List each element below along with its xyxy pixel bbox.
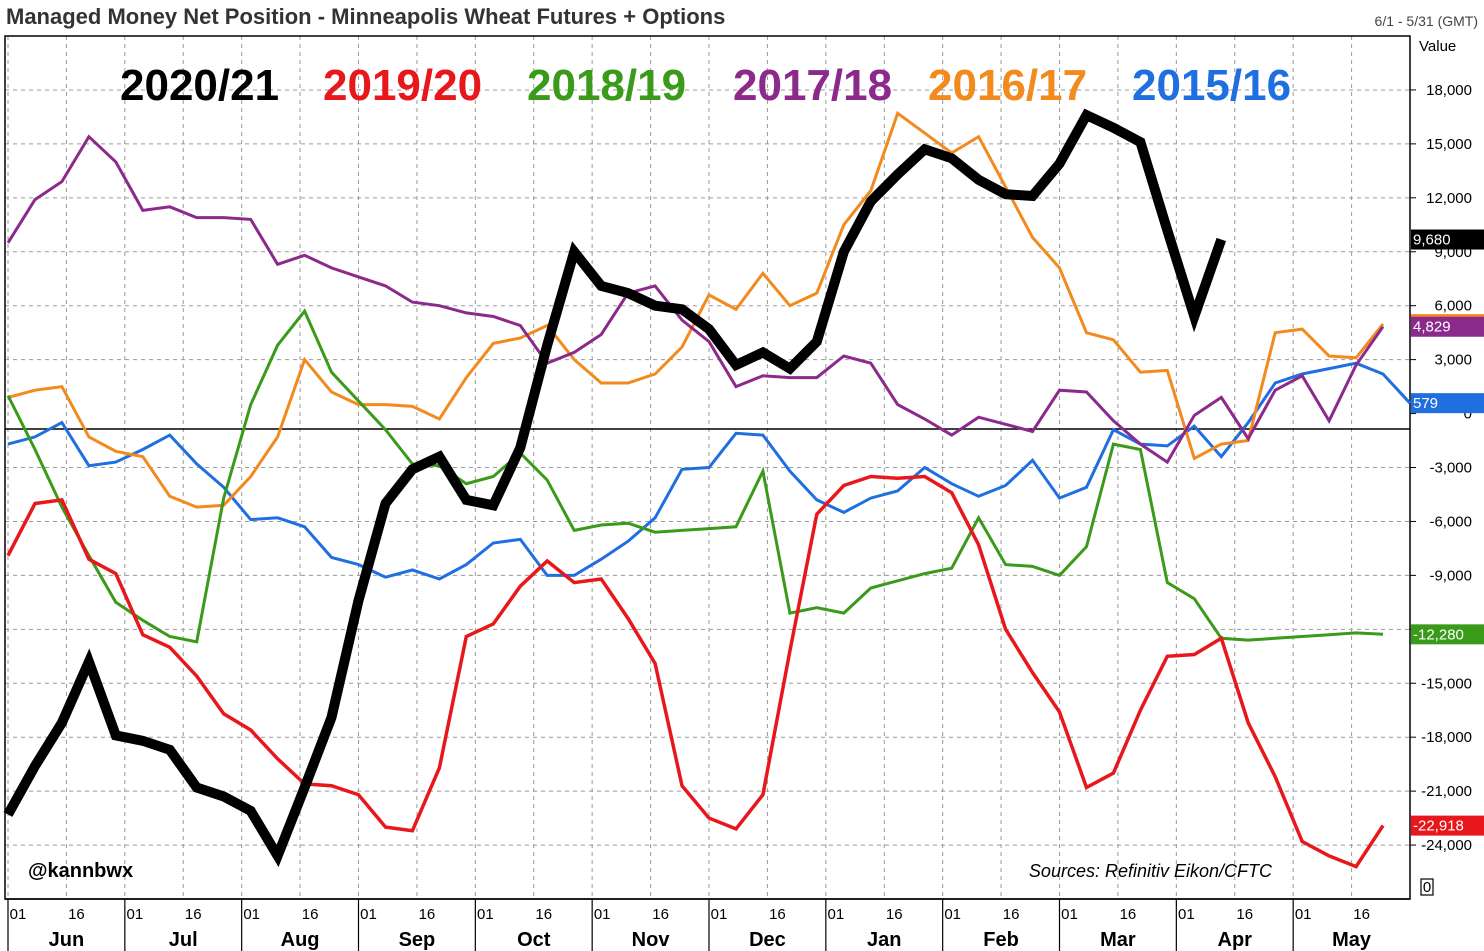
y-tick-label: 6,000 bbox=[1434, 298, 1472, 315]
x-day-label: 01 bbox=[594, 906, 611, 923]
zero-box bbox=[1420, 878, 1434, 896]
x-day-label: 16 bbox=[1003, 906, 1020, 923]
x-day-label: 16 bbox=[1236, 906, 1253, 923]
legend-item-2020-21: 2020/21 bbox=[120, 61, 279, 110]
x-day-label: 16 bbox=[1120, 906, 1137, 923]
y-axis: 18,00015,00012,0009,0006,0003,0000-3,000… bbox=[1410, 82, 1472, 854]
x-month-label: Jun bbox=[49, 929, 85, 951]
y-tick-label: 3,000 bbox=[1434, 352, 1472, 369]
x-day-label: 01 bbox=[711, 906, 728, 923]
y-tick-label: 12,000 bbox=[1426, 190, 1472, 207]
x-day-label: 16 bbox=[302, 906, 319, 923]
x-month-label: Mar bbox=[1100, 929, 1136, 951]
x-axis: 01 16 Jun 01 16 Jul 01 16 Aug 01 16 Sep 01 16 Oct 01 16 N… bbox=[5, 898, 1410, 951]
series-line-2020-21 bbox=[3, 108, 1227, 868]
y-tick-label: -18,000 bbox=[1421, 729, 1472, 746]
legend-item-2015-16: 2015/16 bbox=[1132, 61, 1291, 110]
series-lines bbox=[3, 108, 1412, 869]
badge-bg bbox=[1411, 316, 1484, 337]
x-day-label: 01 bbox=[477, 906, 494, 923]
last-value-badge: -22,918 bbox=[1411, 815, 1484, 836]
x-day-label: 16 bbox=[1353, 906, 1370, 923]
series-line-2018-19 bbox=[6, 308, 1384, 644]
x-day-label: 01 bbox=[944, 906, 961, 923]
badge-label: 9,680 bbox=[1413, 232, 1451, 249]
x-month-label: Oct bbox=[517, 929, 551, 951]
x-day-label: 01 bbox=[243, 906, 260, 923]
last-value-badge: 9,680 bbox=[1411, 229, 1484, 250]
x-day-label: 01 bbox=[1178, 906, 1195, 923]
grid bbox=[5, 36, 1410, 899]
last-value-badge: 4,829 bbox=[1411, 316, 1484, 337]
legend-item-2018-19: 2018/19 bbox=[527, 61, 686, 110]
x-day-label: 16 bbox=[652, 906, 669, 923]
x-day-label: 16 bbox=[769, 906, 786, 923]
x-month-label: Sep bbox=[399, 929, 436, 951]
x-day-label: 16 bbox=[68, 906, 85, 923]
source-note: Sources: Refinitiv Eikon/CFTC bbox=[1029, 861, 1273, 881]
x-day-label: 16 bbox=[886, 906, 903, 923]
badge-bg bbox=[1411, 393, 1484, 414]
badge-label: -12,280 bbox=[1413, 626, 1464, 643]
x-month-label: Nov bbox=[632, 929, 671, 951]
last-value-badge: 579 bbox=[1411, 393, 1484, 414]
value-axis-label: Value bbox=[1419, 38, 1456, 55]
badge-label: -22,918 bbox=[1413, 818, 1464, 835]
x-month-label: Apr bbox=[1218, 929, 1253, 951]
x-month-label: Aug bbox=[281, 929, 320, 951]
badge-bg bbox=[1411, 815, 1484, 836]
x-day-label: 01 bbox=[1061, 906, 1078, 923]
last-value-badge: -12,280 bbox=[1411, 624, 1484, 645]
y-tick-label: -6,000 bbox=[1429, 513, 1472, 530]
y-tick-label: -3,000 bbox=[1429, 460, 1472, 477]
legend: 2020/21 2019/20 2018/19 2017/18 2016/17 2015/… bbox=[120, 61, 1291, 110]
x-day-label: 16 bbox=[535, 906, 552, 923]
x-day-label: 01 bbox=[1295, 906, 1312, 923]
y-tick-label: -21,000 bbox=[1421, 783, 1472, 800]
series-line-2017-18 bbox=[6, 134, 1385, 465]
x-day-label: 01 bbox=[360, 906, 377, 923]
zero-box-label: 0 bbox=[1423, 879, 1431, 896]
series-line-2015-16 bbox=[7, 361, 1412, 581]
x-month-label: Jan bbox=[867, 929, 901, 951]
x-day-label: 01 bbox=[827, 906, 844, 923]
y-tick-label: -24,000 bbox=[1421, 837, 1472, 854]
x-month-label: May bbox=[1332, 929, 1372, 951]
x-day-label: 16 bbox=[419, 906, 436, 923]
badge-label: 579 bbox=[1413, 395, 1438, 412]
author-handle: @kannbwx bbox=[28, 860, 133, 882]
badge-bg bbox=[1411, 229, 1484, 250]
y-tick-label: -15,000 bbox=[1421, 675, 1472, 692]
x-month-label: Dec bbox=[749, 929, 786, 951]
y-tick-label: -9,000 bbox=[1429, 567, 1472, 584]
chart-title: Managed Money Net Position - Minneapolis… bbox=[6, 4, 725, 29]
y-tick-label: 18,000 bbox=[1426, 82, 1472, 99]
y-tick-label: 15,000 bbox=[1426, 136, 1472, 153]
badge-bg bbox=[1411, 624, 1484, 645]
x-month-label: Feb bbox=[983, 929, 1019, 951]
legend-item-2019-20: 2019/20 bbox=[323, 61, 482, 110]
x-day-label: 01 bbox=[126, 906, 143, 923]
legend-item-2017-18: 2017/18 bbox=[733, 61, 892, 110]
y-tick-label: 0 bbox=[1464, 406, 1472, 423]
x-day-label: 01 bbox=[10, 906, 27, 923]
x-month-label: Jul bbox=[169, 929, 198, 951]
date-range: 6/1 - 5/31 (GMT) bbox=[1375, 13, 1478, 29]
legend-item-2016-17: 2016/17 bbox=[928, 61, 1087, 110]
badge-label: 4,829 bbox=[1413, 319, 1451, 336]
series-line-2019-20 bbox=[6, 474, 1385, 869]
x-day-label: 16 bbox=[185, 906, 202, 923]
